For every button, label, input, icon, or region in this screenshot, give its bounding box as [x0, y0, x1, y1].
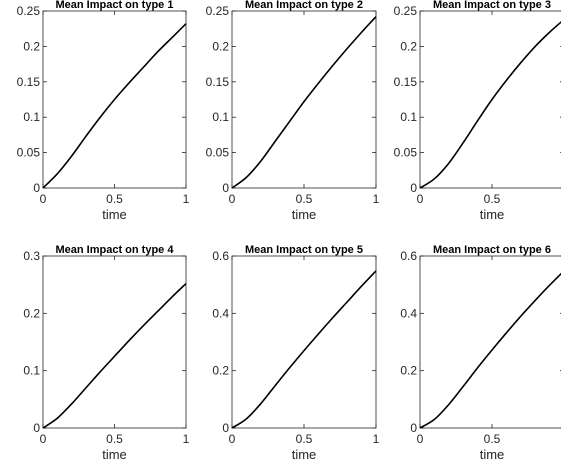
y-tick-label: 0.05 [17, 146, 41, 160]
y-tick-label: 0.05 [394, 146, 418, 160]
figure-root: Mean Impact on type 1 0 0.05 0.1 0.15 0.2 0.25… [17, 0, 561, 462]
x-tick-label: 0 [229, 192, 236, 206]
y-tick-label: 0.1 [23, 110, 40, 124]
y-tick-label: 0.6 [212, 249, 229, 263]
subplot-1: Mean Impact on type 1 0 0.05 0.1 0.15 0.2 0.25… [17, 0, 190, 222]
x-tick-label: 0 [417, 432, 424, 446]
y-tick-label: 0.4 [400, 306, 417, 320]
y-tick-label: 0.2 [212, 39, 229, 53]
y-tick-label: 0.1 [400, 110, 417, 124]
y-tick-label: 0 [33, 421, 40, 435]
x-tick-label: 1 [373, 192, 380, 206]
x-tick-label: 0.5 [106, 192, 123, 206]
x-tick-label: 1 [183, 432, 190, 446]
subplot-5: Mean Impact on type 5 0 0.2 0.4 0.6 0 0.5 1 time [212, 244, 379, 462]
y-tick-label: 0 [33, 181, 40, 195]
y-tick-label: 0.1 [23, 364, 40, 378]
y-tick-label: 0.1 [212, 110, 229, 124]
y-tick-label: 0.15 [17, 75, 41, 89]
subplot-title: Mean Impact on type 3 [433, 0, 551, 11]
x-tick-label: 0 [40, 192, 47, 206]
y-tick-label: 0.3 [23, 249, 40, 263]
y-tick-label: 0 [410, 421, 417, 435]
y-tick-label: 0.2 [23, 306, 40, 320]
x-tick-label: 0.5 [296, 192, 313, 206]
x-tick-label: 0 [229, 432, 236, 446]
y-tick-label: 0.2 [212, 364, 229, 378]
subplot-2: Mean Impact on type 2 0 0.05 0.1 0.15 0.2 0.25… [206, 0, 380, 222]
series-line-1 [419, 272, 561, 429]
x-tick-label: 1 [373, 432, 380, 446]
x-axis-label: time [102, 447, 127, 462]
y-tick-label: 0.25 [394, 4, 418, 18]
subplot-3: Mean Impact on type 3 0 0.05 0.1 0.15 0.2 0.25… [394, 0, 561, 222]
x-axis-label: time [292, 447, 317, 462]
y-tick-label: 0.15 [394, 75, 418, 89]
y-tick-label: 0 [222, 181, 229, 195]
x-axis-label: time [480, 447, 505, 462]
y-tick-label: 0.05 [206, 146, 230, 160]
y-tick-label: 0.6 [400, 249, 417, 263]
series-line-1 [231, 270, 377, 429]
y-tick-label: 0.2 [400, 39, 417, 53]
y-tick-label: 0.2 [23, 39, 40, 53]
subplot-title: Mean Impact on type 1 [56, 0, 174, 11]
axes-box [419, 10, 561, 189]
y-tick-label: 0.2 [400, 364, 417, 378]
series-line-1 [42, 23, 187, 189]
x-tick-label: 0.5 [484, 192, 501, 206]
x-tick-label: 0.5 [106, 432, 123, 446]
axes-box [231, 255, 377, 429]
subplot-title: Mean Impact on type 2 [245, 0, 363, 11]
y-tick-label: 0.15 [206, 75, 230, 89]
x-axis-label: time [480, 207, 505, 222]
y-tick-label: 0 [222, 421, 229, 435]
x-axis-label: time [102, 207, 127, 222]
x-tick-label: 1 [183, 192, 190, 206]
subplot-title: Mean Impact on type 4 [56, 244, 175, 256]
x-tick-label: 0 [417, 192, 424, 206]
axes-box [419, 255, 561, 429]
axes-box [42, 255, 187, 429]
subplot-4: Mean Impact on type 4 0 0.1 0.2 0.3 0 0.5 1 time [23, 244, 189, 462]
series-line-1 [42, 282, 187, 429]
y-tick-label: 0.25 [17, 4, 41, 18]
x-tick-label: 0.5 [296, 432, 313, 446]
series-line-1 [231, 16, 377, 189]
subplot-title: Mean Impact on type 5 [245, 244, 363, 256]
x-axis-label: time [292, 207, 317, 222]
x-tick-label: 0.5 [484, 432, 501, 446]
series-line-1 [419, 21, 561, 189]
axes-box [231, 10, 377, 189]
y-tick-label: 0 [410, 181, 417, 195]
y-tick-label: 0.25 [206, 4, 230, 18]
subplot-title: Mean Impact on type 6 [433, 244, 551, 256]
x-tick-label: 0 [40, 432, 47, 446]
y-tick-label: 0.4 [212, 306, 229, 320]
